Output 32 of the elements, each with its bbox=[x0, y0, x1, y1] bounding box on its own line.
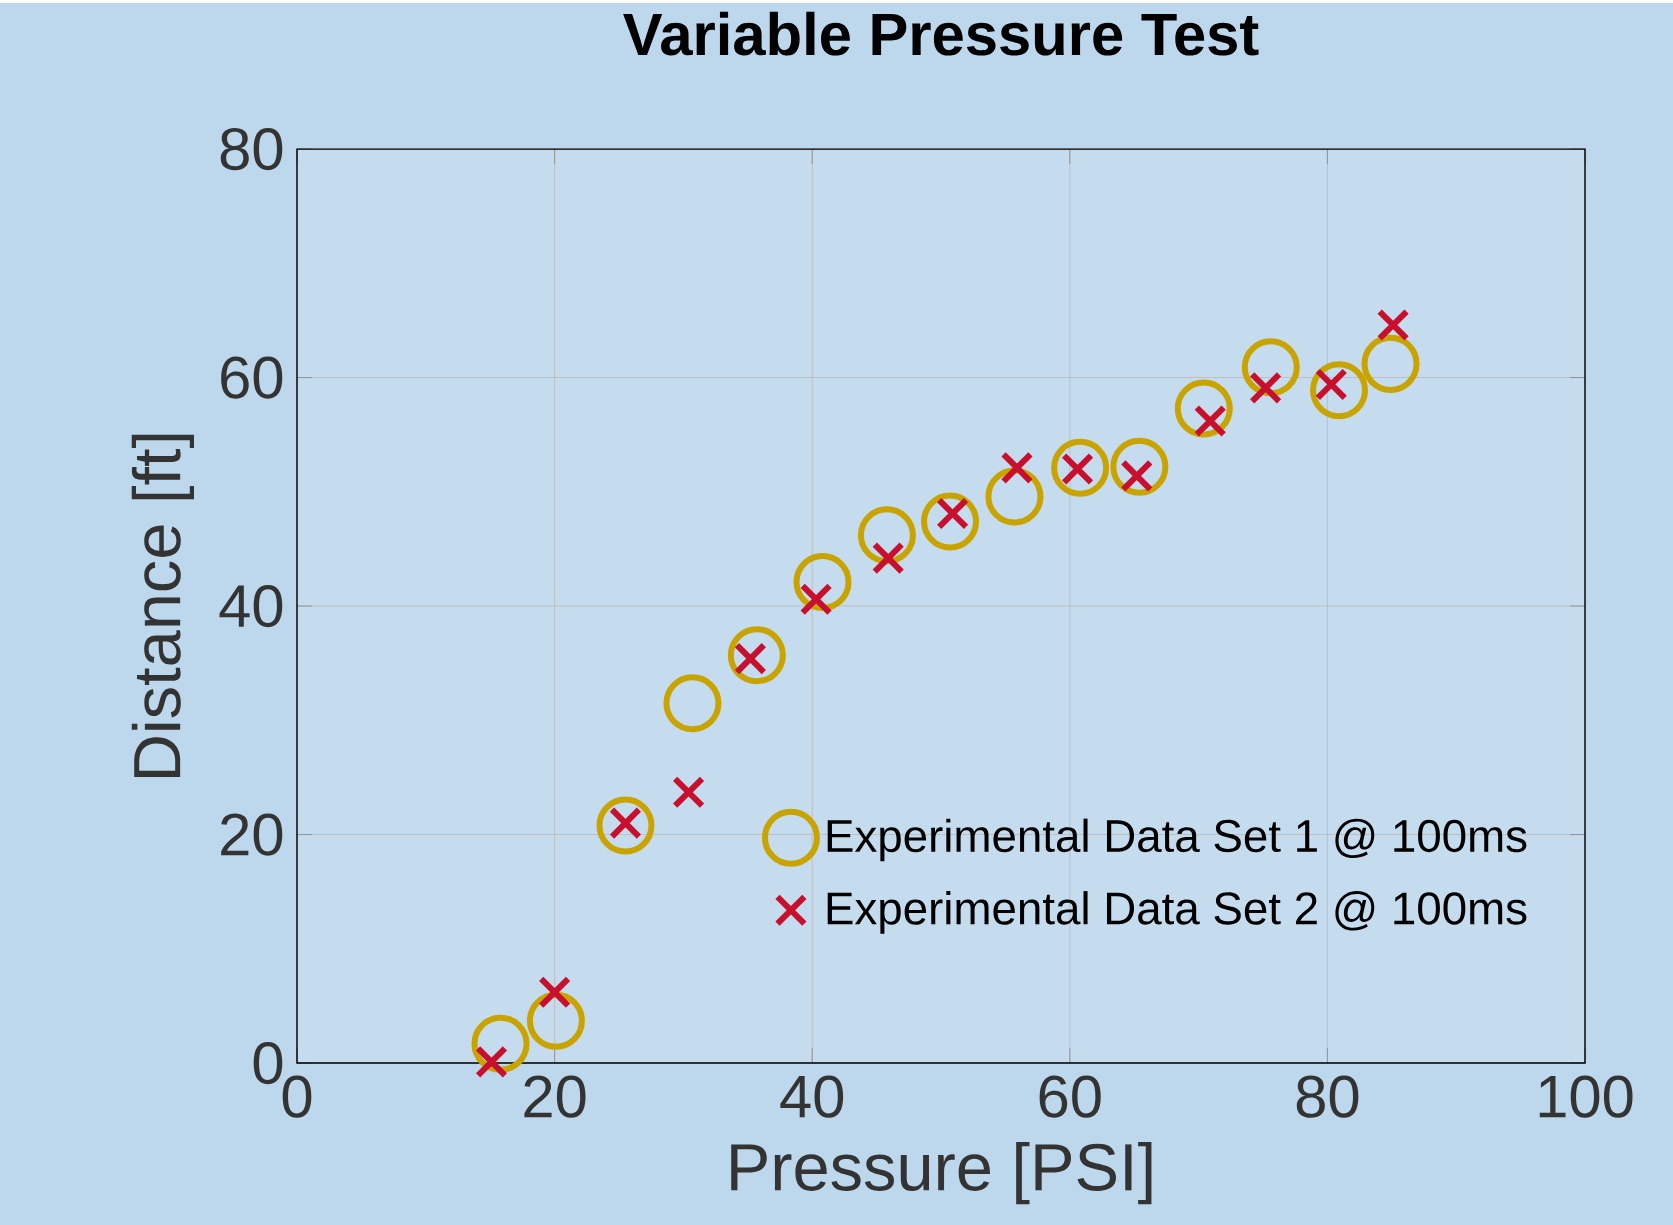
point bbox=[1174, 379, 1233, 438]
point bbox=[727, 626, 786, 685]
x-tick-label: 60 bbox=[1039, 1075, 1101, 1118]
x-axis-title: Pressure [PSI] bbox=[731, 1141, 1152, 1205]
y-axis-title: Distance [ft] bbox=[131, 434, 194, 777]
point bbox=[1051, 438, 1110, 497]
point bbox=[921, 492, 980, 551]
point bbox=[1110, 437, 1169, 496]
y-tick-label: 80 bbox=[220, 127, 283, 171]
chart-title: Variable Pressure Test bbox=[623, 11, 1259, 56]
point bbox=[1361, 334, 1420, 393]
point bbox=[1000, 451, 1034, 485]
y-tick-label: 20 bbox=[221, 813, 283, 856]
point bbox=[663, 674, 722, 733]
point bbox=[538, 975, 572, 1009]
point bbox=[1249, 371, 1283, 405]
point bbox=[1376, 308, 1410, 342]
x-tick-label: 80 bbox=[1296, 1075, 1359, 1118]
point bbox=[871, 541, 905, 575]
legend-label: Experimental Data Set 1 @ 100ms bbox=[827, 818, 1527, 862]
point bbox=[672, 775, 705, 809]
y-tick-label: 60 bbox=[221, 356, 283, 399]
y-tick-label: 40 bbox=[219, 584, 283, 628]
x-tick-label: 0 bbox=[282, 1075, 312, 1118]
y-tick-label: 0 bbox=[253, 1041, 283, 1085]
point bbox=[596, 796, 655, 855]
point bbox=[1310, 361, 1369, 420]
x-tick-label: 20 bbox=[524, 1075, 586, 1118]
x-tick-label: 100 bbox=[1539, 1075, 1633, 1118]
point bbox=[475, 1045, 508, 1079]
x-tick-label: 40 bbox=[780, 1075, 844, 1118]
legend-label: Experimental Data Set 2 @ 100ms bbox=[827, 891, 1527, 934]
